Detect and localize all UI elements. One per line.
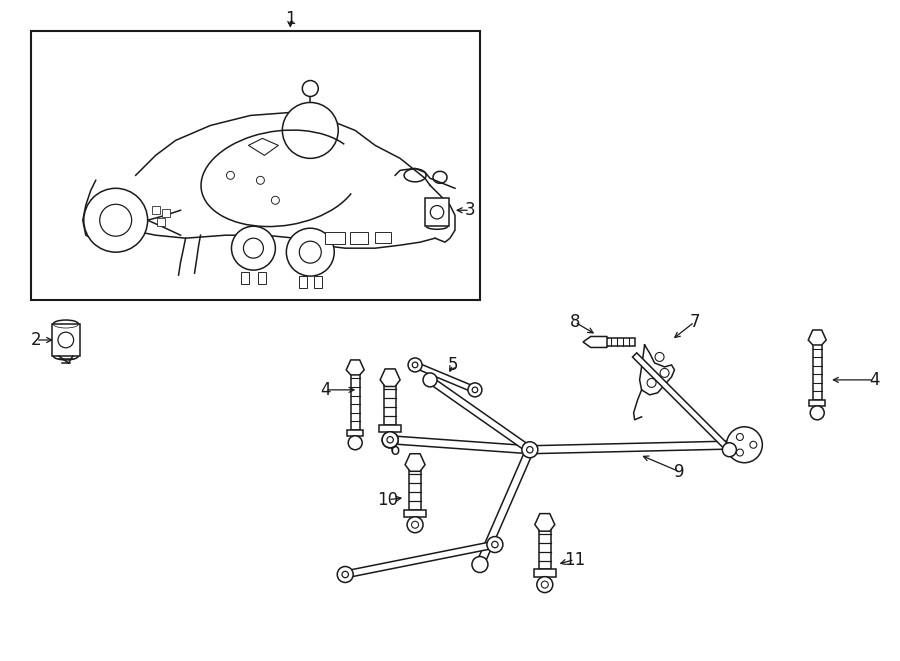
Circle shape [286, 228, 334, 276]
Circle shape [487, 537, 503, 553]
Polygon shape [476, 448, 534, 566]
Circle shape [647, 378, 656, 387]
Circle shape [411, 522, 418, 528]
Circle shape [655, 352, 664, 362]
Bar [404, 510, 426, 517]
Circle shape [338, 566, 353, 582]
Polygon shape [380, 369, 400, 387]
Bar [258, 272, 266, 284]
Circle shape [472, 387, 478, 393]
Bar [539, 525, 551, 570]
Circle shape [58, 332, 74, 348]
Bar [157, 218, 165, 226]
Polygon shape [248, 138, 278, 155]
Bar [379, 425, 401, 432]
Circle shape [387, 436, 393, 444]
Bar [813, 340, 822, 400]
Polygon shape [346, 360, 364, 375]
Bar [325, 232, 346, 244]
Bar [31, 30, 480, 300]
Circle shape [272, 196, 279, 204]
Bar [607, 338, 634, 346]
Circle shape [526, 447, 533, 453]
Bar [151, 206, 159, 214]
Circle shape [810, 406, 824, 420]
Polygon shape [414, 362, 476, 393]
Polygon shape [530, 441, 744, 453]
Text: 8: 8 [570, 313, 580, 331]
Circle shape [736, 434, 743, 440]
Bar [425, 198, 449, 226]
Polygon shape [633, 353, 732, 452]
Circle shape [660, 368, 669, 377]
Polygon shape [345, 541, 496, 578]
Bar [809, 400, 825, 406]
Circle shape [522, 442, 538, 457]
Circle shape [84, 188, 148, 252]
Text: 4: 4 [868, 371, 879, 389]
Circle shape [423, 373, 437, 387]
Text: 3: 3 [464, 201, 475, 219]
Bar [351, 370, 360, 430]
Circle shape [348, 436, 362, 449]
Bar [52, 324, 80, 356]
Circle shape [468, 383, 482, 397]
Circle shape [491, 541, 498, 548]
Circle shape [382, 432, 398, 448]
Polygon shape [428, 377, 532, 453]
Bar [410, 465, 421, 510]
Circle shape [407, 517, 423, 533]
Bar [347, 430, 364, 436]
Polygon shape [390, 436, 530, 453]
Circle shape [243, 238, 264, 258]
Circle shape [302, 81, 319, 97]
Circle shape [430, 206, 444, 219]
Bar [162, 210, 169, 217]
Polygon shape [808, 330, 826, 345]
Bar [384, 380, 396, 425]
Circle shape [408, 358, 422, 372]
Text: 2: 2 [31, 331, 41, 349]
Circle shape [231, 226, 275, 270]
Circle shape [342, 571, 348, 578]
Bar [534, 570, 556, 576]
Text: 4: 4 [320, 381, 330, 399]
Bar [350, 232, 368, 244]
Circle shape [100, 204, 131, 236]
Circle shape [387, 436, 393, 443]
Circle shape [536, 576, 553, 593]
Bar [375, 232, 392, 243]
Circle shape [283, 102, 338, 159]
Circle shape [227, 171, 235, 179]
Bar [300, 276, 307, 288]
Text: 7: 7 [689, 313, 699, 331]
Text: 11: 11 [564, 551, 585, 568]
Bar [314, 276, 322, 288]
Circle shape [736, 449, 743, 456]
Text: 10: 10 [378, 490, 399, 509]
Circle shape [472, 557, 488, 572]
Circle shape [300, 241, 321, 263]
Text: 5: 5 [447, 356, 458, 374]
Circle shape [726, 427, 762, 463]
Text: 6: 6 [390, 441, 400, 459]
Bar [241, 272, 249, 284]
Polygon shape [583, 336, 611, 348]
Circle shape [382, 432, 398, 447]
Text: 9: 9 [674, 463, 685, 481]
Circle shape [256, 176, 265, 184]
Polygon shape [535, 514, 554, 531]
Text: 1: 1 [285, 10, 295, 28]
Polygon shape [405, 453, 425, 471]
Circle shape [541, 581, 548, 588]
Circle shape [750, 442, 757, 448]
Circle shape [412, 362, 418, 368]
Circle shape [723, 443, 736, 457]
